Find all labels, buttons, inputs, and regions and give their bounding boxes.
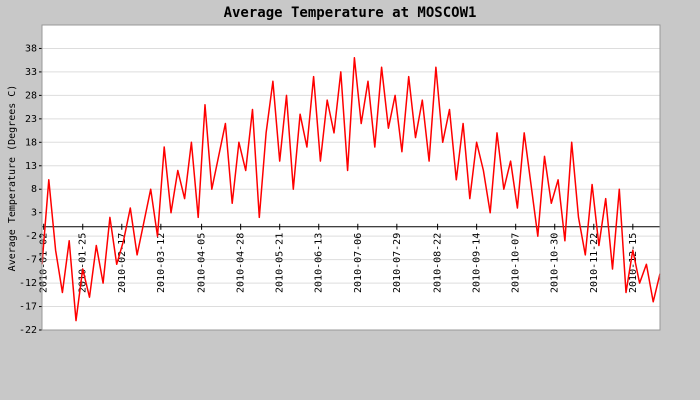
- x-tick-label: 2010-06-13: [314, 233, 325, 293]
- chart-title: Average Temperature at MOSCOW1: [224, 5, 477, 21]
- y-tick-label: 33: [25, 67, 37, 78]
- x-tick-label: 2010-08-22: [433, 233, 444, 293]
- y-tick-label: -2: [25, 231, 37, 242]
- y-tick-label: 28: [25, 90, 37, 101]
- plot-border: [41, 24, 661, 331]
- y-tick-label: -12: [19, 278, 37, 289]
- x-tick-label: 2010-03-12: [156, 233, 167, 293]
- x-tick-label: 2010-09-14: [472, 233, 483, 293]
- temperature-line: [41, 57, 661, 322]
- x-tick-label: 2010-10-07: [511, 233, 522, 293]
- y-tick-label: 18: [25, 137, 37, 148]
- y-tick-label: -7: [25, 255, 37, 266]
- x-tick-label: 2010-02-17: [117, 233, 128, 293]
- x-tick-label: 2010-04-05: [197, 233, 208, 293]
- x-tick-label: 2010-04-28: [236, 233, 247, 293]
- x-tick-label: 2010-01-25: [78, 233, 89, 293]
- x-tick-label: 2010-10-30: [550, 233, 561, 293]
- x-tick-label: 2010-12-15: [628, 233, 639, 293]
- x-tick-label: 2010-05-21: [275, 233, 286, 293]
- x-tick-label: 2010-07-06: [353, 233, 364, 293]
- y-tick-label: 38: [25, 43, 37, 54]
- y-tick-label: 13: [25, 161, 37, 172]
- y-tick-label: -22: [19, 325, 37, 336]
- x-tick-label: 2010-11-22: [589, 233, 600, 293]
- x-tick-label: 2010-01-02: [39, 233, 50, 293]
- y-tick-label: -17: [19, 302, 37, 313]
- y-axis-label: Average Temperature (Degrees C): [7, 85, 18, 272]
- y-tick-label: 8: [31, 184, 37, 195]
- x-tick-label: 2010-07-29: [392, 233, 403, 293]
- plot-area: [42, 25, 660, 330]
- y-tick-label: 23: [25, 114, 37, 125]
- y-tick-label: 3: [31, 208, 37, 219]
